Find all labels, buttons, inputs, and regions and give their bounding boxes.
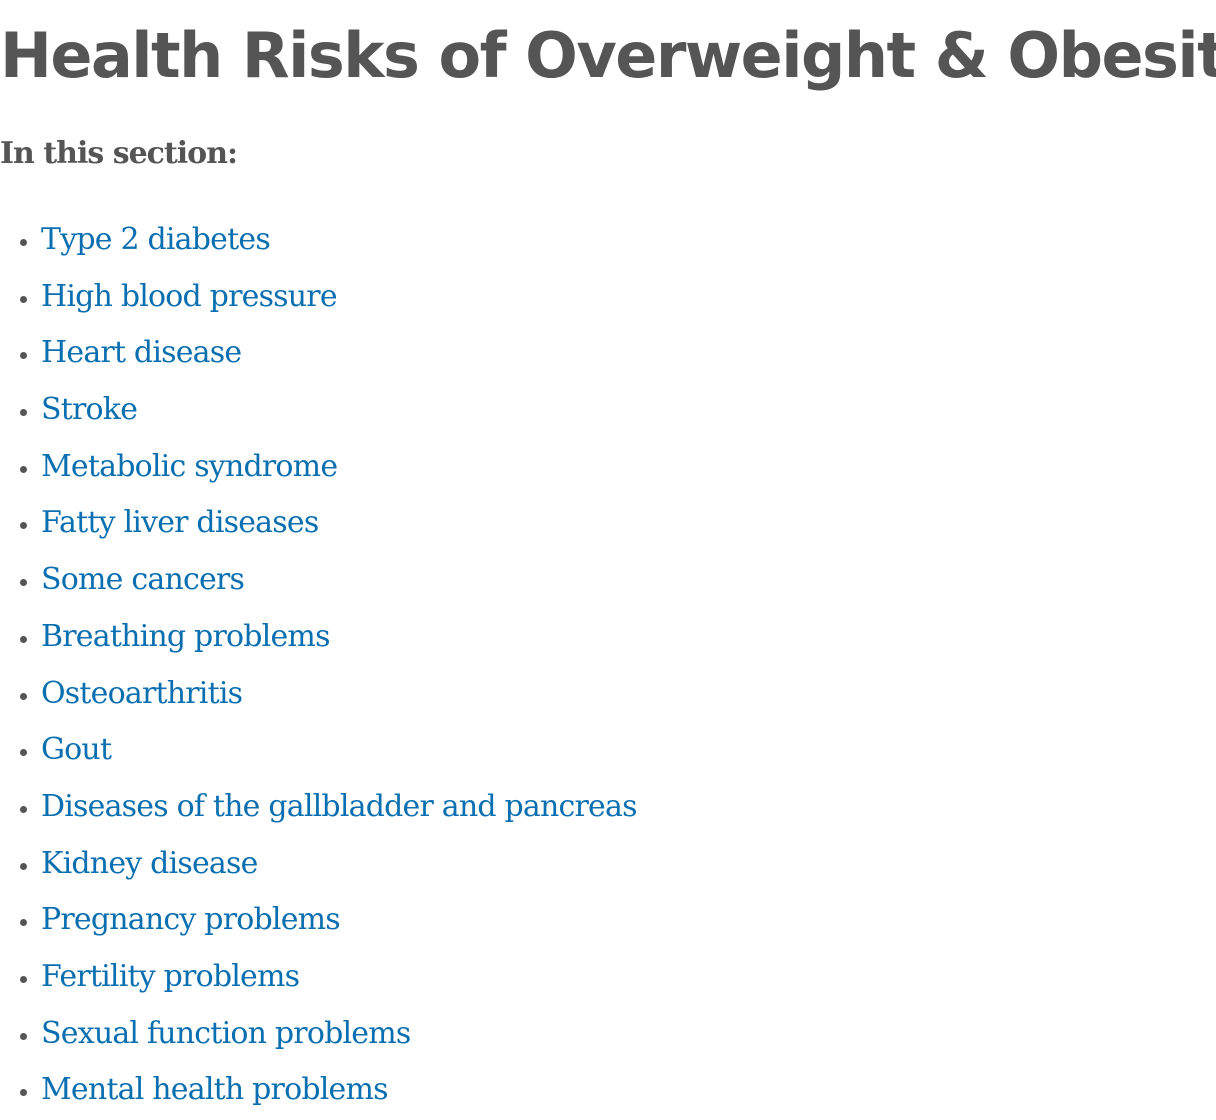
- section-link[interactable]: High blood pressure: [41, 278, 338, 314]
- list-item: Fatty liver diseases: [41, 495, 637, 552]
- list-item: Heart disease: [41, 325, 637, 382]
- list-item: Mental health problems: [41, 1062, 637, 1119]
- list-item: Fertility problems: [41, 949, 637, 1006]
- section-link[interactable]: Kidney disease: [41, 845, 258, 881]
- list-item: Some cancers: [41, 552, 637, 609]
- list-item: Pregnancy problems: [41, 892, 637, 949]
- section-label: In this section:: [0, 136, 238, 171]
- section-link[interactable]: Stroke: [41, 392, 138, 428]
- section-link[interactable]: Sexual function problems: [41, 1015, 411, 1051]
- section-link[interactable]: Heart disease: [41, 335, 242, 371]
- list-item: Osteoarthritis: [41, 666, 637, 723]
- list-item: Breathing problems: [41, 609, 637, 666]
- section-link[interactable]: Gout: [41, 732, 112, 768]
- section-link[interactable]: Mental health problems: [41, 1072, 389, 1108]
- section-link[interactable]: Osteoarthritis: [41, 675, 243, 711]
- section-link[interactable]: Diseases of the gallbladder and pancreas: [41, 788, 637, 824]
- section-link[interactable]: Type 2 diabetes: [41, 222, 271, 257]
- link-list: Type 2 diabetes High blood pressure Heart …: [0, 212, 637, 1119]
- list-item: Diseases of the gallbladder and pancreas: [41, 779, 637, 836]
- list-item: Kidney disease: [41, 836, 637, 893]
- list-item: Stroke: [41, 382, 637, 439]
- list-item: Type 2 diabetes: [41, 212, 637, 269]
- list-item: Gout: [41, 722, 637, 779]
- list-item: Sexual function problems: [41, 1006, 637, 1063]
- section-link[interactable]: Fertility problems: [41, 958, 300, 994]
- section-link[interactable]: Some cancers: [41, 562, 245, 598]
- section-link[interactable]: Pregnancy problems: [41, 902, 341, 938]
- page-title: Health Risks of Overweight & Obesity: [0, 19, 1216, 92]
- list-item: High blood pressure: [41, 269, 637, 326]
- section-link[interactable]: Metabolic syndrome: [41, 448, 338, 484]
- section-link[interactable]: Fatty liver diseases: [41, 505, 319, 541]
- section-link[interactable]: Breathing problems: [41, 618, 330, 654]
- list-item: Metabolic syndrome: [41, 439, 637, 496]
